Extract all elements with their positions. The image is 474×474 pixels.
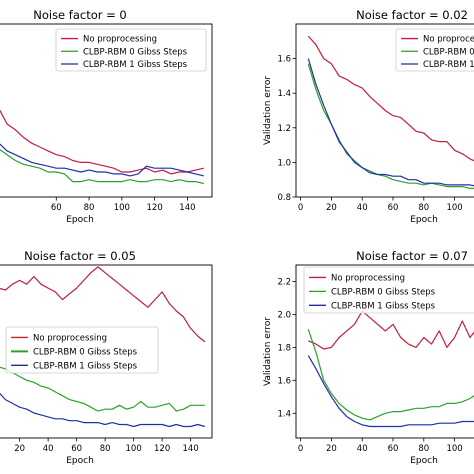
series-line-1: [308, 310, 474, 350]
x-tick-label: 80: [418, 203, 429, 213]
x-axis-label: Epoch: [66, 215, 94, 225]
y-tick-label: 0.8: [277, 193, 291, 203]
x-tick-label: 40: [357, 444, 368, 454]
x-tick-label: 80: [100, 444, 111, 454]
x-axis-label: Epoch: [410, 215, 438, 225]
series-line-1: [0, 109, 204, 175]
series-line-2: [307, 63, 474, 189]
chart-panel-1: 60 80 100 120 140 Epoch Noise factor = 0 No pro…: [0, 8, 213, 225]
x-tick-label: 0: [298, 444, 303, 454]
x-tick-label: 80: [418, 444, 429, 454]
legend-box: [55, 28, 207, 72]
series-line-2: [307, 329, 474, 421]
legend: No proprocessing CLBP-RBM 0 Gibss Steps CL…: [303, 266, 474, 314]
legend-label: No proprocessing: [83, 35, 157, 45]
y-tick-label: 2.2: [277, 277, 291, 287]
series-group: [0, 266, 206, 428]
x-tick-label: 60: [388, 444, 399, 454]
legend-label: CLBP-RBM 1 Gibss Steps: [423, 60, 474, 70]
x-tick-label: 20: [326, 444, 337, 454]
chart-title: Noise factor = 0.02: [356, 8, 468, 22]
legend-label: CLBP-RBM 0 Gibss Steps: [83, 47, 188, 57]
legend: No proprocessing CLBP-RBM 0 Gibss Steps CL…: [55, 28, 207, 72]
legend-label: CLBP-RBM 1 Gibss Steps: [83, 60, 188, 70]
legend-label: No proprocessing: [423, 35, 474, 45]
y-tick-label: 1.8: [277, 343, 291, 353]
series-line-3: [307, 355, 474, 428]
x-tick-label: 100: [446, 444, 462, 454]
series-line-3: [0, 392, 206, 428]
chart-title: Noise factor = 0.07: [356, 249, 468, 263]
x-tick-label: 100: [446, 203, 462, 213]
legend-label: CLBP-RBM 0 Gibss Steps: [423, 47, 474, 57]
series-group: [307, 35, 474, 189]
x-tick-label: 60: [388, 203, 399, 213]
x-tick-label: 0: [298, 203, 303, 213]
legend-label: CLBP-RBM 0 Gibss Steps: [331, 287, 436, 297]
x-tick-label: 120: [147, 203, 163, 213]
y-tick-label: 2.0: [277, 310, 291, 320]
y-tick-label: 1.6: [277, 376, 291, 386]
x-tick-label: 80: [84, 203, 95, 213]
legend-label: CLBP-RBM 1 Gibss Steps: [33, 361, 138, 371]
x-tick-label: 20: [326, 203, 337, 213]
legend: No proprocessing CLBP-RBM 0 Gibss Steps CL…: [5, 326, 159, 374]
x-axis-label: Epoch: [410, 456, 438, 466]
x-tick-label: 100: [114, 203, 130, 213]
legend: No proprocessing CLBP-RBM 0 Gibss Steps CL…: [395, 28, 474, 72]
y-tick-label: 1.4: [277, 409, 291, 419]
x-tick-label: 60: [51, 203, 62, 213]
x-tick-label: 100: [126, 444, 142, 454]
series-group: [0, 109, 204, 185]
axes-frame: [0, 264, 213, 439]
legend-label: CLBP-RBM 0 Gibss Steps: [33, 347, 138, 357]
legend-box: [395, 28, 474, 72]
chart-title: Noise factor = 0.05: [24, 249, 136, 263]
y-axis-label: Validation error: [263, 76, 273, 145]
series-group: [307, 310, 474, 428]
legend-label: No proprocessing: [33, 333, 107, 343]
y-axis-label: Validation error: [263, 317, 273, 386]
axes-frame: [0, 23, 213, 198]
y-tick-label: 1.0: [277, 158, 291, 168]
x-tick-label: 40: [43, 444, 54, 454]
x-tick-label: 120: [154, 444, 170, 454]
series-line-2: [0, 148, 204, 185]
chart-panel-3: 20 40 60 80 100 120 140 Epoch Noise factor = 0.0…: [0, 249, 213, 466]
series-line-2: [0, 366, 205, 412]
x-axis-label: Epoch: [66, 456, 94, 466]
legend-label: CLBP-RBM 1 Gibss Steps: [331, 301, 436, 311]
y-tick-label: 1.2: [277, 124, 291, 134]
x-tick-label: 40: [357, 203, 368, 213]
series-line-3: [0, 143, 204, 177]
x-tick-label: 60: [71, 444, 82, 454]
series-line-3: [307, 58, 474, 187]
legend-label: No proprocessing: [331, 273, 405, 283]
chart-panel-2: 0 20 40 60 80 100 0.8 1.0 1.2 1.4 1.6 Epoch Validati…: [263, 8, 474, 225]
series-line-1: [0, 266, 206, 343]
x-tick-label: 140: [183, 444, 199, 454]
legend-box: [5, 326, 159, 374]
legend-box: [303, 266, 474, 314]
chart-title: Noise factor = 0: [33, 8, 127, 22]
y-tick-label: 1.6: [277, 55, 291, 65]
y-tick-label: 1.4: [277, 89, 291, 99]
x-tick-label: 140: [179, 203, 195, 213]
series-line-1: [307, 35, 474, 162]
chart-panel-4: 0 20 40 60 80 100 1.4 1.6 1.8 2.0 2.2 Epoch Validati…: [263, 249, 474, 466]
x-tick-label: 20: [14, 444, 25, 454]
